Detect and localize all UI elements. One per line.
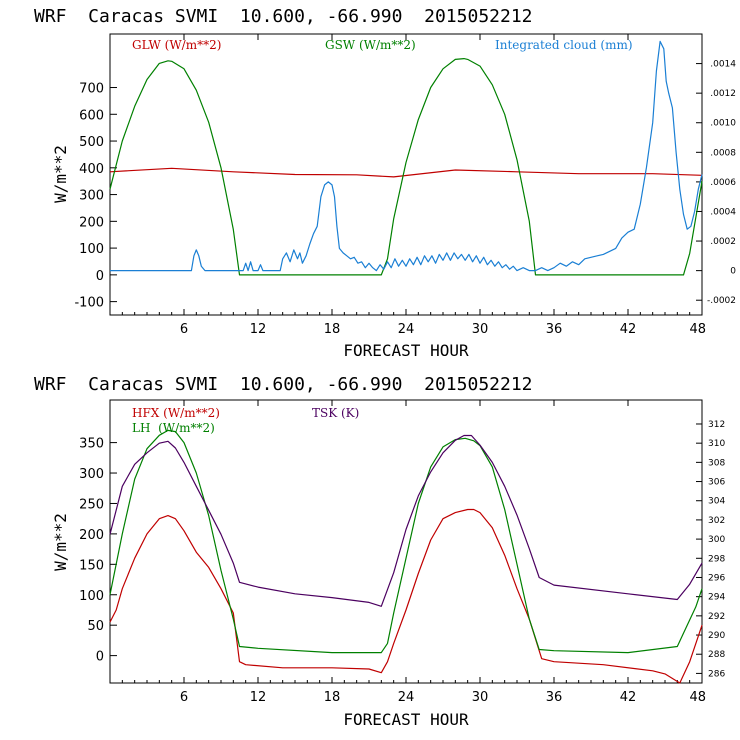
- bottom-x-tick-label-48: 48: [689, 690, 706, 705]
- top-y2-tick-label: -.0002: [707, 296, 736, 306]
- bottom-x-axis-label: FORECAST HOUR: [343, 710, 469, 729]
- bottom-grid: [110, 400, 703, 683]
- top-y2-tick-label: .0008: [710, 148, 736, 158]
- top-grid: [110, 34, 703, 315]
- bottom-chart-title: WRF Caracas SVMI 10.600, -66.990 2015052…: [34, 374, 533, 395]
- top-tick-labels: 6 12 18 24 30 36 42 48 -100 0 100 200 300 400 500 600 70…: [74, 60, 736, 337]
- top-series-gsw-line: [109, 57, 703, 276]
- bottom-x-tick-label-36: 36: [546, 690, 563, 705]
- bottom-series-hfx-line: [109, 508, 703, 684]
- bottom-x-tick-label-18: 18: [324, 690, 341, 705]
- legend-glw: GLW (W/m**2): [132, 38, 221, 52]
- top-series-group: [109, 40, 703, 276]
- legend-gsw: GSW (W/m**2): [325, 38, 416, 52]
- bottom-x-tick-label-12: 12: [250, 690, 267, 705]
- top-y2-tick-label: 0: [730, 267, 736, 277]
- top-y-tick-label: 500: [79, 135, 104, 150]
- bottom-y2-tick-label: 302: [708, 516, 725, 526]
- legend-integrated-cloud: Integrated cloud (mm): [495, 38, 633, 52]
- bottom-y-tick-label: 350: [79, 437, 104, 452]
- bottom-series-tsk-line: [109, 434, 703, 607]
- legend-hfx: HFX (W/m**2): [132, 406, 220, 420]
- bottom-y-axis-label: W/m**2: [51, 513, 70, 571]
- top-x-tick-label-48: 48: [689, 322, 706, 337]
- bottom-tick-labels: 6 12 18 24 30 36 42 48 0 50 100 150 200 250 300 350 286 2…: [79, 420, 725, 705]
- top-plot-frame: [109, 33, 703, 316]
- top-y-tick-label: 100: [79, 242, 104, 257]
- top-y2-tick-label: .0006: [710, 178, 736, 188]
- bottom-y-tick-label: 50: [87, 619, 104, 634]
- top-x-axis-label: FORECAST HOUR: [343, 341, 469, 360]
- top-x-tick-label-24: 24: [398, 322, 415, 337]
- top-y-tick-label: 0: [96, 269, 104, 284]
- bottom-y-tick-label: 0: [96, 650, 104, 665]
- top-y2-tick-label: .0012: [710, 89, 736, 99]
- top-y-tick-label: -100: [74, 296, 104, 311]
- top-y2-tick-label: .0004: [710, 207, 736, 217]
- bottom-y-tick-label: 100: [79, 589, 104, 604]
- bottom-series-lh-line: [109, 429, 703, 654]
- bottom-y-tick-label: 300: [79, 467, 104, 482]
- top-y2-tick-label: .0002: [710, 237, 736, 247]
- top-y-tick-label: 400: [79, 162, 104, 177]
- bottom-y-tick-label: 200: [79, 528, 104, 543]
- top-y-tick-label: 300: [79, 189, 104, 204]
- top-series-integrated-line: [110, 40, 703, 272]
- bottom-y2-tick-label: 310: [708, 439, 725, 449]
- top-x-tick-label-36: 36: [546, 322, 563, 337]
- top-y-tick-label: 600: [79, 108, 104, 123]
- top-y-axis-label: W/m**2: [51, 145, 70, 203]
- legend-tsk: TSK (K): [312, 406, 359, 420]
- bottom-x-tick-label-24: 24: [398, 690, 415, 705]
- bottom-y2-tick-label: 306: [708, 478, 725, 488]
- top-x-tick-label-6: 6: [180, 322, 188, 337]
- bottom-y2-tick-label: 298: [708, 554, 725, 564]
- top-chart-title: WRF Caracas SVMI 10.600, -66.990 2015052…: [34, 6, 533, 27]
- bottom-y2-tick-label: 294: [708, 593, 725, 603]
- legend-lh: LH (W/m**2): [132, 421, 215, 435]
- top-x-tick-label-42: 42: [620, 322, 637, 337]
- bottom-y2-tick-label: 288: [708, 650, 725, 660]
- bottom-y2-tick-label: 296: [708, 573, 725, 583]
- bottom-x-tick-label-6: 6: [180, 690, 188, 705]
- bottom-plot-frame: [109, 399, 703, 684]
- top-x-tick-label-18: 18: [324, 322, 341, 337]
- bottom-y2-tick-label: 304: [708, 497, 725, 507]
- top-y2-tick-label: .0010: [710, 119, 736, 129]
- bottom-y2-tick-label: 290: [708, 631, 725, 641]
- bottom-x-tick-label-42: 42: [620, 690, 637, 705]
- bottom-x-tick-label-30: 30: [472, 690, 489, 705]
- bottom-y-tick-label: 150: [79, 558, 104, 573]
- bottom-y2-tick-label: 312: [708, 420, 725, 430]
- top-x-tick-label-12: 12: [250, 322, 267, 337]
- top-y2-tick-label: .0014: [710, 60, 736, 70]
- top-y-tick-label: 700: [79, 82, 104, 97]
- bottom-y-tick-label: 250: [79, 497, 104, 512]
- top-x-tick-label-30: 30: [472, 322, 489, 337]
- bottom-series-group: [109, 429, 703, 684]
- bottom-y2-tick-label: 292: [708, 612, 725, 622]
- bottom-y2-tick-label: 300: [708, 535, 725, 545]
- top-series-glw-line: [109, 167, 703, 178]
- bottom-y2-tick-label: 308: [708, 458, 725, 468]
- bottom-y2-tick-label: 286: [708, 669, 725, 679]
- top-y-tick-label: 200: [79, 215, 104, 230]
